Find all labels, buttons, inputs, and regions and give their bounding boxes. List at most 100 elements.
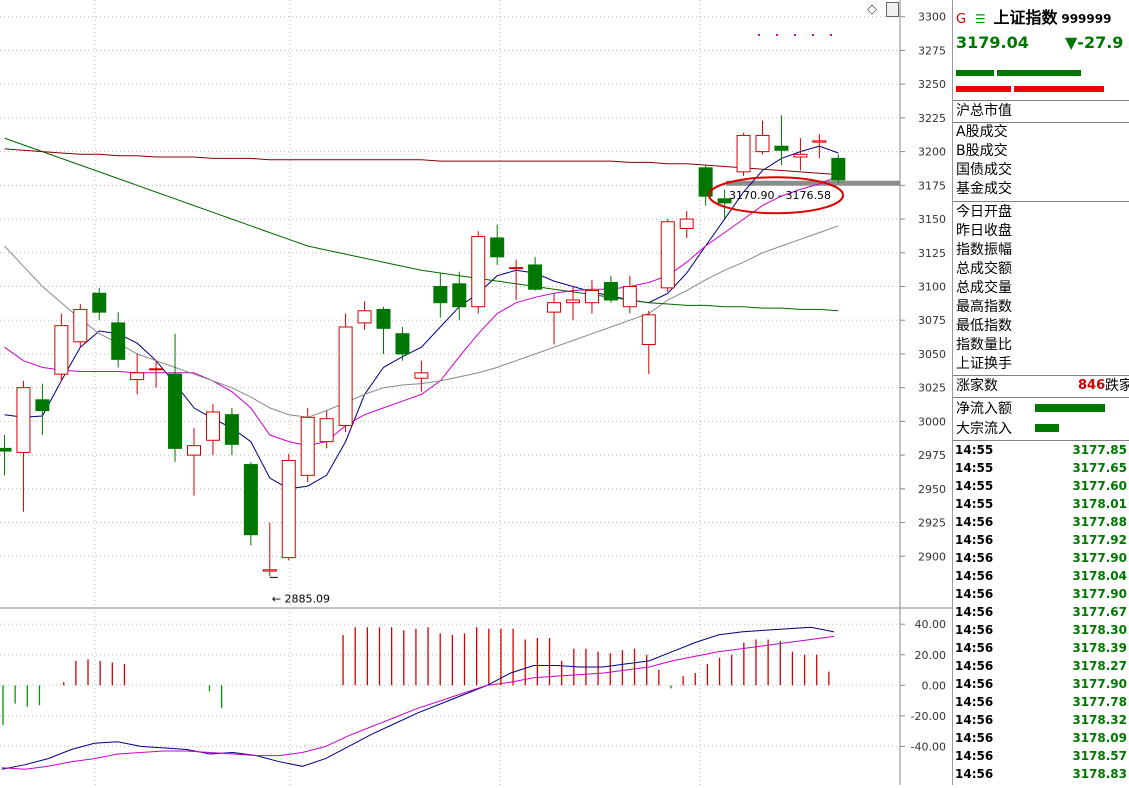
price-tick-label: 3125 <box>918 247 946 260</box>
candle <box>490 224 505 265</box>
tick-row[interactable]: 14:56 3177.92 <box>955 531 1127 549</box>
tick-price: 3178.57 <box>1072 749 1127 763</box>
turnover-label: A股成交 <box>956 124 1008 140</box>
block-inflow-bar <box>1035 424 1059 432</box>
tick-row[interactable]: 14:56 3177.90 <box>955 549 1127 567</box>
price-tick-label: 3300 <box>918 11 946 24</box>
price-tick-label: 2950 <box>918 483 946 496</box>
tick-row[interactable]: 14:55 3177.60 <box>955 477 1127 495</box>
scroll-handle[interactable] <box>886 2 899 17</box>
candle-body <box>471 236 486 308</box>
tick-row[interactable]: 14:56 3178.32 <box>955 711 1127 729</box>
tick-row[interactable]: 14:56 3178.83 <box>955 765 1127 783</box>
candle <box>187 428 201 496</box>
candle-body <box>547 302 562 313</box>
candle-body <box>812 140 827 143</box>
hamburger-icon[interactable]: ☰ <box>974 12 986 26</box>
bid-ask-bar-green-2 <box>997 70 1081 76</box>
candle <box>168 333 183 462</box>
index-code: 999999 <box>1061 12 1112 26</box>
candle <box>528 256 543 291</box>
candle <box>831 154 846 184</box>
candle <box>111 312 126 368</box>
tick-price: 3178.39 <box>1072 641 1127 655</box>
price-tick-label: 3150 <box>918 213 946 226</box>
candle <box>736 132 751 176</box>
low-annotation: ← 2885.09 <box>272 592 330 605</box>
tick-row[interactable]: 14:56 3177.67 <box>955 603 1127 621</box>
candle-body <box>35 399 50 412</box>
tick-row[interactable]: 14:56 3178.30 <box>955 621 1127 639</box>
price-tick-label: 2925 <box>918 517 946 530</box>
net-inflow-bar <box>1035 404 1105 412</box>
tick-time: 14:56 <box>955 569 994 583</box>
indicator-tick-label: -20.00 <box>911 710 946 723</box>
stat-label: 指数量比 <box>956 337 1012 353</box>
candle-body <box>698 167 713 197</box>
candle-body <box>433 286 448 304</box>
tick-price: 3178.09 <box>1072 731 1127 745</box>
tick-time: 14:56 <box>955 767 994 781</box>
candle <box>73 304 88 348</box>
candle-body <box>755 134 770 153</box>
moving-average-line <box>4 148 839 176</box>
candle <box>717 189 732 220</box>
candle-body <box>679 218 694 230</box>
candle-body <box>414 372 429 379</box>
tick-row[interactable]: 14:55 3177.65 <box>955 459 1127 477</box>
tick-price: 3178.27 <box>1072 659 1127 673</box>
stat-label: 总成交额 <box>956 261 1012 277</box>
candle <box>509 259 524 300</box>
candle-body <box>300 416 315 476</box>
tick-row[interactable]: 14:55 3178.01 <box>955 495 1127 513</box>
tick-price: 3178.32 <box>1072 713 1127 727</box>
bid-ask-bar-red <box>956 86 1011 92</box>
candle-body <box>0 447 12 452</box>
candle <box>149 360 164 388</box>
bid-ask-bar-red-2 <box>1014 86 1104 92</box>
candle-body <box>717 198 732 204</box>
signal-dot <box>776 34 778 36</box>
tick-price: 3177.90 <box>1072 587 1127 601</box>
candle-body <box>149 368 164 371</box>
price-tick-label: 3050 <box>918 348 946 361</box>
candle-body <box>54 325 69 375</box>
tick-time: 14:55 <box>955 443 994 457</box>
tick-time: 14:56 <box>955 659 994 673</box>
kline-chart[interactable]: 3300 3275 3250 3225 3200 3175 3150 3125 3100 3075… <box>0 0 952 785</box>
candle <box>812 134 827 159</box>
candle <box>376 306 391 354</box>
candle <box>584 279 599 314</box>
candle-body <box>73 308 88 343</box>
tick-row[interactable]: 14:56 3178.39 <box>955 639 1127 657</box>
tick-row[interactable]: 14:56 3178.27 <box>955 657 1127 675</box>
candle <box>300 407 315 483</box>
candle-body <box>16 387 31 453</box>
diamond-icon[interactable]: ◇ <box>867 2 877 17</box>
tick-row[interactable]: 14:56 3178.57 <box>955 747 1127 765</box>
tick-row[interactable]: 14:56 3177.78 <box>955 693 1127 711</box>
tick-row[interactable]: 14:56 3177.88 <box>955 513 1127 531</box>
g-label[interactable]: G <box>956 12 967 27</box>
tick-row[interactable]: 14:55 3177.85 <box>955 441 1127 459</box>
fall-count-label: 跌家 <box>1105 378 1129 394</box>
candle <box>755 120 770 155</box>
signal-dot <box>812 34 814 36</box>
tick-row[interactable]: 14:56 3178.09 <box>955 729 1127 747</box>
divider <box>953 440 1129 441</box>
price-tick-label: 3250 <box>918 78 946 91</box>
candle-body <box>376 308 391 329</box>
turnover-label: 国债成交 <box>956 162 1012 178</box>
tick-row[interactable]: 14:56 3178.04 <box>955 567 1127 585</box>
candle-body <box>205 411 220 441</box>
tick-time: 14:55 <box>955 479 994 493</box>
candle <box>471 231 486 314</box>
candle-body <box>509 267 524 270</box>
candle-body <box>584 290 599 304</box>
indicator-line <box>1 626 835 770</box>
divider <box>953 397 1129 398</box>
candle-body <box>130 372 145 381</box>
tick-row[interactable]: 14:56 3177.90 <box>955 585 1127 603</box>
bid-ask-bar-green <box>956 70 994 76</box>
tick-row[interactable]: 14:56 3177.90 <box>955 675 1127 693</box>
